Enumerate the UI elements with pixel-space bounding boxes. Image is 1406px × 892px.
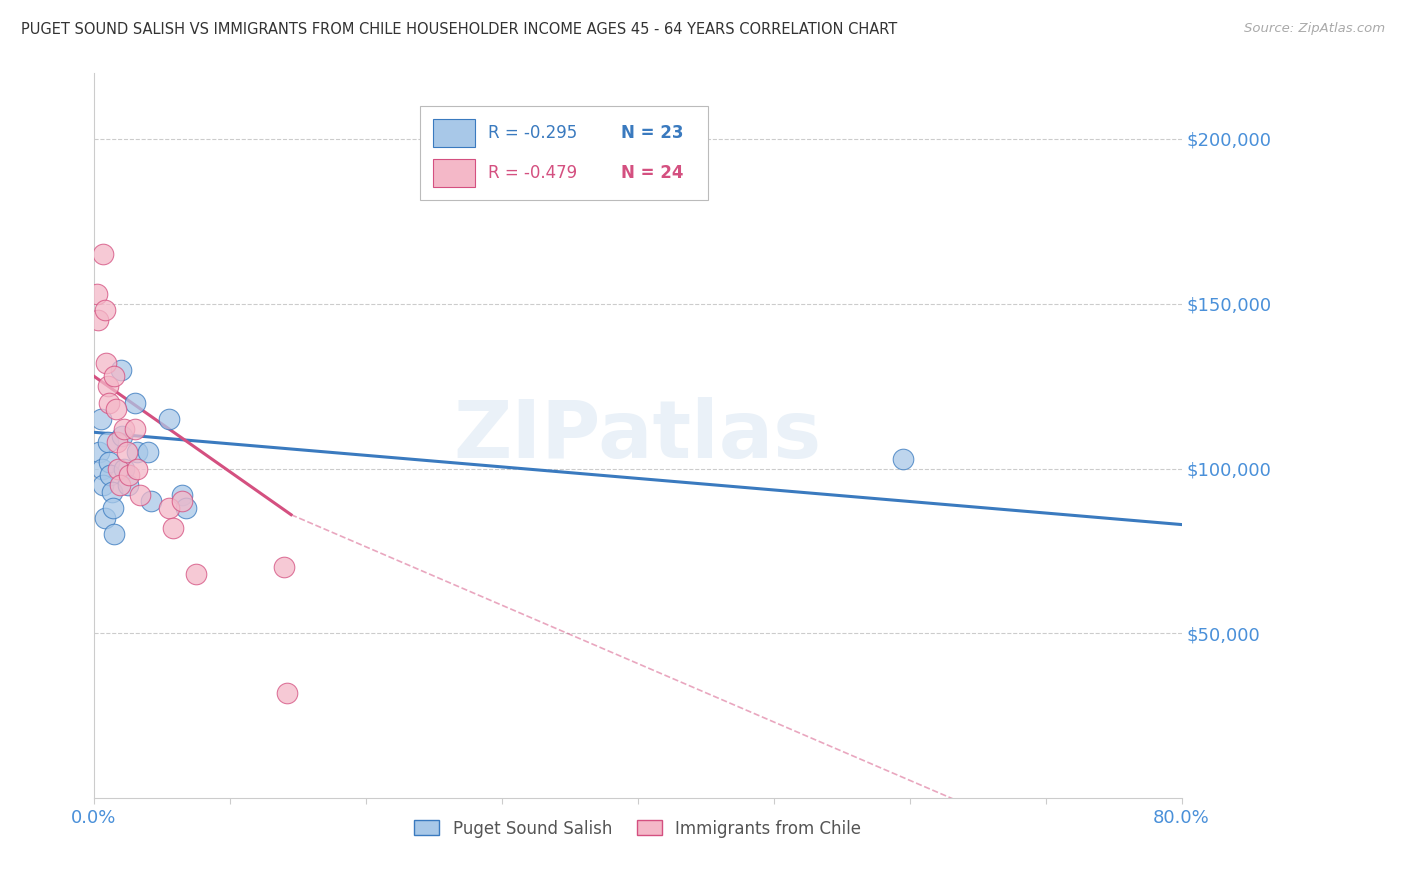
Point xyxy=(115,445,138,459)
Text: N = 23: N = 23 xyxy=(621,124,683,142)
Point xyxy=(172,488,194,502)
FancyBboxPatch shape xyxy=(420,105,709,200)
Point xyxy=(107,461,129,475)
Point xyxy=(108,478,131,492)
Point xyxy=(93,247,115,261)
Point xyxy=(103,527,125,541)
FancyBboxPatch shape xyxy=(433,120,475,147)
Text: Source: ZipAtlas.com: Source: ZipAtlas.com xyxy=(1244,22,1385,36)
Point xyxy=(90,412,112,426)
Point xyxy=(86,286,108,301)
Point xyxy=(96,379,118,393)
Point xyxy=(112,461,135,475)
Point xyxy=(104,402,127,417)
Point xyxy=(97,395,120,409)
Point xyxy=(273,560,295,574)
Point xyxy=(101,501,124,516)
Point xyxy=(172,494,194,508)
Point xyxy=(184,566,207,581)
Point xyxy=(117,478,139,492)
Point xyxy=(129,488,152,502)
Point xyxy=(276,686,298,700)
Point xyxy=(157,412,180,426)
Point xyxy=(111,428,134,442)
Text: PUGET SOUND SALISH VS IMMIGRANTS FROM CHILE HOUSEHOLDER INCOME AGES 45 - 64 YEAR: PUGET SOUND SALISH VS IMMIGRANTS FROM CH… xyxy=(21,22,897,37)
Point xyxy=(103,369,125,384)
Point xyxy=(157,501,180,516)
Point xyxy=(124,422,146,436)
Point xyxy=(93,478,115,492)
Text: R = -0.479: R = -0.479 xyxy=(488,164,576,182)
Point xyxy=(91,461,114,475)
Point xyxy=(136,445,159,459)
Text: N = 24: N = 24 xyxy=(621,164,683,182)
Point xyxy=(100,484,122,499)
Point xyxy=(98,468,121,483)
Point xyxy=(87,313,110,327)
Point xyxy=(94,511,117,525)
Point xyxy=(112,422,135,436)
Point xyxy=(96,435,118,450)
Point xyxy=(176,501,198,516)
Point xyxy=(96,356,118,370)
Text: ZIPatlas: ZIPatlas xyxy=(454,397,823,475)
Point xyxy=(162,521,184,535)
Point xyxy=(139,494,162,508)
Point xyxy=(97,455,120,469)
Point xyxy=(118,468,141,483)
Point xyxy=(105,435,128,450)
FancyBboxPatch shape xyxy=(433,160,475,186)
Legend: Puget Sound Salish, Immigrants from Chile: Puget Sound Salish, Immigrants from Chil… xyxy=(408,813,868,844)
Point xyxy=(110,362,132,376)
Point xyxy=(94,303,117,318)
Point xyxy=(124,395,146,409)
Point xyxy=(89,445,111,459)
Point xyxy=(127,461,149,475)
Point xyxy=(891,451,914,466)
Text: R = -0.295: R = -0.295 xyxy=(488,124,576,142)
Point xyxy=(127,445,149,459)
